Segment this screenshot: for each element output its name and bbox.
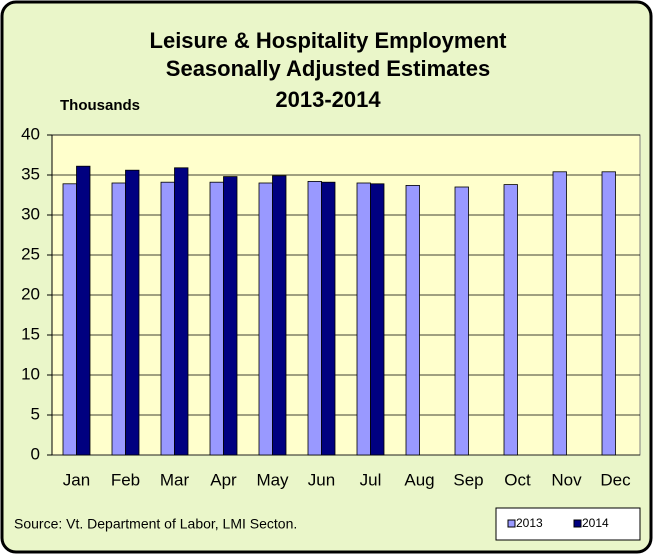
legend-label: 2013 <box>516 516 543 530</box>
y-tick-label: 0 <box>31 444 40 463</box>
bar <box>111 182 126 456</box>
y-tick-label: 35 <box>21 164 40 183</box>
y-tick-label: 20 <box>21 284 40 303</box>
bar <box>258 182 273 456</box>
x-tick-label: Sep <box>453 470 483 489</box>
bar <box>174 167 189 456</box>
bar <box>307 180 322 456</box>
source: Source: Vt. Department of Labor, LMI Sec… <box>14 516 297 532</box>
bar <box>601 171 616 456</box>
x-tick-label: Mar <box>160 470 190 489</box>
legend-swatch <box>507 519 516 528</box>
x-tick-label: Apr <box>210 470 237 489</box>
chart-title: Seasonally Adjusted Estimates <box>166 56 490 81</box>
y-tick-label: 5 <box>31 404 40 423</box>
bar <box>76 165 91 456</box>
bar <box>503 184 518 456</box>
legend-box <box>495 507 641 541</box>
bar <box>321 181 336 456</box>
x-tick-label: Oct <box>504 470 531 489</box>
bar <box>405 184 420 456</box>
x-tick-label: Jul <box>360 470 382 489</box>
x-tick-label: Nov <box>551 470 582 489</box>
y-tick-label: 40 <box>21 124 40 143</box>
bar <box>356 182 371 456</box>
x-tick-label: Jan <box>63 470 90 489</box>
legend-label: 2014 <box>582 516 609 530</box>
y-tick-label: 30 <box>21 204 40 223</box>
y-tick-label: 15 <box>21 324 40 343</box>
bar <box>125 169 140 456</box>
y-tick-label: 10 <box>21 364 40 383</box>
bar <box>209 181 224 456</box>
x-tick-label: Jun <box>308 470 335 489</box>
y-tick-label: 25 <box>21 244 40 263</box>
chart-title: Leisure & Hospitality Employment <box>150 28 508 53</box>
bar <box>552 171 567 456</box>
bar <box>454 186 469 456</box>
legend-swatch <box>573 519 582 528</box>
x-tick-label: Dec <box>600 470 631 489</box>
bar <box>62 183 77 456</box>
chart-title: 2013-2014 <box>275 87 381 112</box>
bar <box>272 175 287 456</box>
bar <box>160 181 175 456</box>
bar <box>223 176 238 456</box>
y-axis-label: Thousands <box>60 97 140 114</box>
x-tick-label: May <box>256 470 289 489</box>
bar <box>370 183 385 456</box>
x-tick-label: Aug <box>404 470 434 489</box>
x-tick-label: Feb <box>111 470 140 489</box>
